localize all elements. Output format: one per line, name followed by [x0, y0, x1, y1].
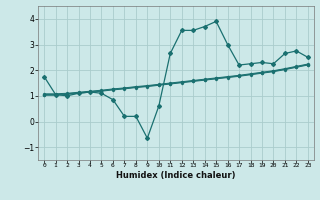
X-axis label: Humidex (Indice chaleur): Humidex (Indice chaleur) — [116, 171, 236, 180]
